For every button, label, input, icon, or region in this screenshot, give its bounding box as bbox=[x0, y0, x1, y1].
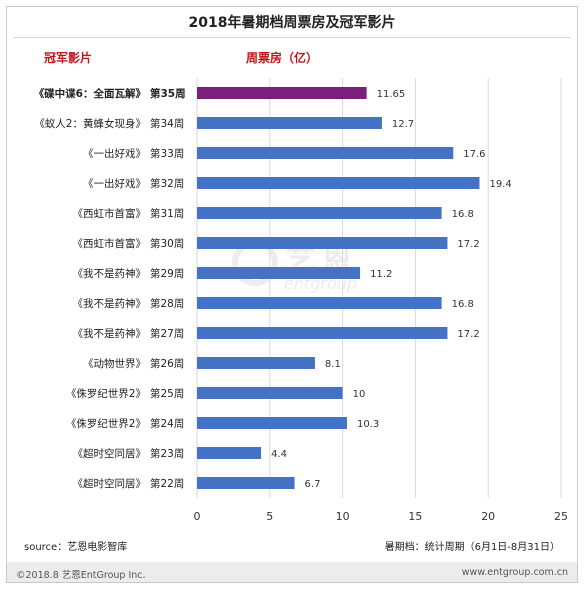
title-divider bbox=[14, 37, 570, 38]
copyright: ©2018.8 艺恩EntGroup Inc. bbox=[16, 570, 146, 581]
film-label: 《碟中谍6：全面瓦解》 bbox=[34, 87, 146, 100]
period-note: 暑期档：统计周期（6月1日-8月31日） bbox=[384, 542, 560, 553]
film-label: 《西虹市首富》 bbox=[73, 207, 147, 220]
website: www.entgroup.com.cn bbox=[461, 567, 568, 578]
film-label: 《动物世界》 bbox=[83, 357, 146, 370]
week-label: 第22周 bbox=[150, 477, 184, 490]
film-label: 《我不是药神》 bbox=[73, 327, 147, 340]
value-label: 17.6 bbox=[463, 149, 485, 160]
x-tick-label: 5 bbox=[266, 510, 273, 523]
film-label: 《超时空同居》 bbox=[73, 477, 147, 490]
bar bbox=[197, 297, 442, 309]
footer-bar bbox=[7, 562, 577, 582]
value-label: 16.8 bbox=[452, 209, 474, 220]
week-label: 第25周 bbox=[150, 387, 184, 400]
bar bbox=[197, 237, 448, 249]
film-label: 《一出好戏》 bbox=[83, 147, 146, 160]
film-label: 《侏罗纪世界2》 bbox=[66, 388, 146, 400]
film-label: 《蚁人2：黄蜂女现身》 bbox=[34, 117, 146, 130]
bar bbox=[197, 327, 448, 339]
x-tick-label: 25 bbox=[554, 510, 568, 523]
bar bbox=[197, 267, 361, 279]
week-label: 第32周 bbox=[150, 177, 184, 190]
bar bbox=[197, 147, 454, 159]
film-label: 《西虹市首富》 bbox=[73, 237, 147, 250]
x-tick-label: 10 bbox=[336, 510, 350, 523]
bar bbox=[197, 177, 480, 189]
film-label: 《侏罗纪世界2》 bbox=[66, 418, 146, 430]
x-axis-ticks: 0 5 10 15 20 25 bbox=[194, 510, 569, 523]
bar bbox=[197, 477, 295, 489]
value-label: 6.7 bbox=[305, 479, 321, 490]
value-label: 19.4 bbox=[489, 179, 511, 190]
week-label: 第33周 bbox=[150, 147, 184, 160]
value-label: 17.2 bbox=[457, 239, 479, 250]
value-labels: 11.65 12.7 17.6 19.4 16.8 17.2 11.2 16.8 17.2 8.1… bbox=[271, 89, 512, 490]
value-label: 12.7 bbox=[392, 119, 414, 130]
value-label: 10 bbox=[353, 389, 366, 400]
value-label: 11.65 bbox=[377, 89, 406, 100]
value-label: 10.3 bbox=[357, 419, 379, 430]
bar bbox=[197, 357, 315, 369]
film-label: 《我不是药神》 bbox=[73, 267, 147, 280]
bar bbox=[197, 387, 343, 399]
bar-chart: 11.65 12.7 17.6 19.4 16.8 17.2 11.2 16.8 17.2 8.1… bbox=[34, 78, 569, 523]
value-label: 16.8 bbox=[452, 299, 474, 310]
chart-gridlines bbox=[196, 78, 562, 498]
bar bbox=[197, 417, 347, 429]
x-tick-label: 15 bbox=[408, 510, 422, 523]
value-label: 4.4 bbox=[271, 449, 287, 460]
film-label: 《我不是药神》 bbox=[73, 297, 147, 310]
bar bbox=[197, 207, 442, 219]
week-label: 第35周 bbox=[150, 87, 186, 100]
week-label: 第30周 bbox=[150, 237, 184, 250]
week-label: 第28周 bbox=[150, 297, 184, 310]
week-label: 第24周 bbox=[150, 417, 184, 430]
week-label: 第31周 bbox=[150, 207, 184, 220]
value-label: 11.2 bbox=[370, 269, 392, 280]
value-label: 8.1 bbox=[325, 359, 341, 370]
week-label: 第27周 bbox=[150, 327, 184, 340]
chart-title: 2018年暑期档周票房及冠军影片 bbox=[188, 15, 396, 31]
source-note: source：艺恩电影智库 bbox=[24, 542, 128, 553]
film-column-header: 冠军影片 bbox=[44, 51, 93, 65]
week-label: 第29周 bbox=[150, 267, 184, 280]
bar bbox=[197, 87, 367, 99]
film-label: 《超时空同居》 bbox=[73, 447, 147, 460]
value-label: 17.2 bbox=[457, 329, 479, 340]
film-label: 《一出好戏》 bbox=[83, 177, 146, 190]
x-tick-label: 0 bbox=[194, 510, 201, 523]
x-tick-label: 20 bbox=[481, 510, 495, 523]
film-labels: 《碟中谍6：全面瓦解》《蚁人2：黄蜂女现身》《一出好戏》《一出好戏》《西虹市首富… bbox=[34, 87, 146, 490]
week-label: 第26周 bbox=[150, 357, 184, 370]
week-labels: 第35周第34周第33周第32周第31周第30周第29周第28周第27周第26周… bbox=[150, 87, 186, 490]
bar bbox=[197, 117, 382, 129]
bar bbox=[197, 447, 262, 459]
chart-bars bbox=[197, 87, 480, 489]
box-office-column-header: 周票房（亿） bbox=[246, 51, 319, 65]
week-label: 第34周 bbox=[150, 117, 184, 130]
week-label: 第23周 bbox=[150, 447, 184, 460]
